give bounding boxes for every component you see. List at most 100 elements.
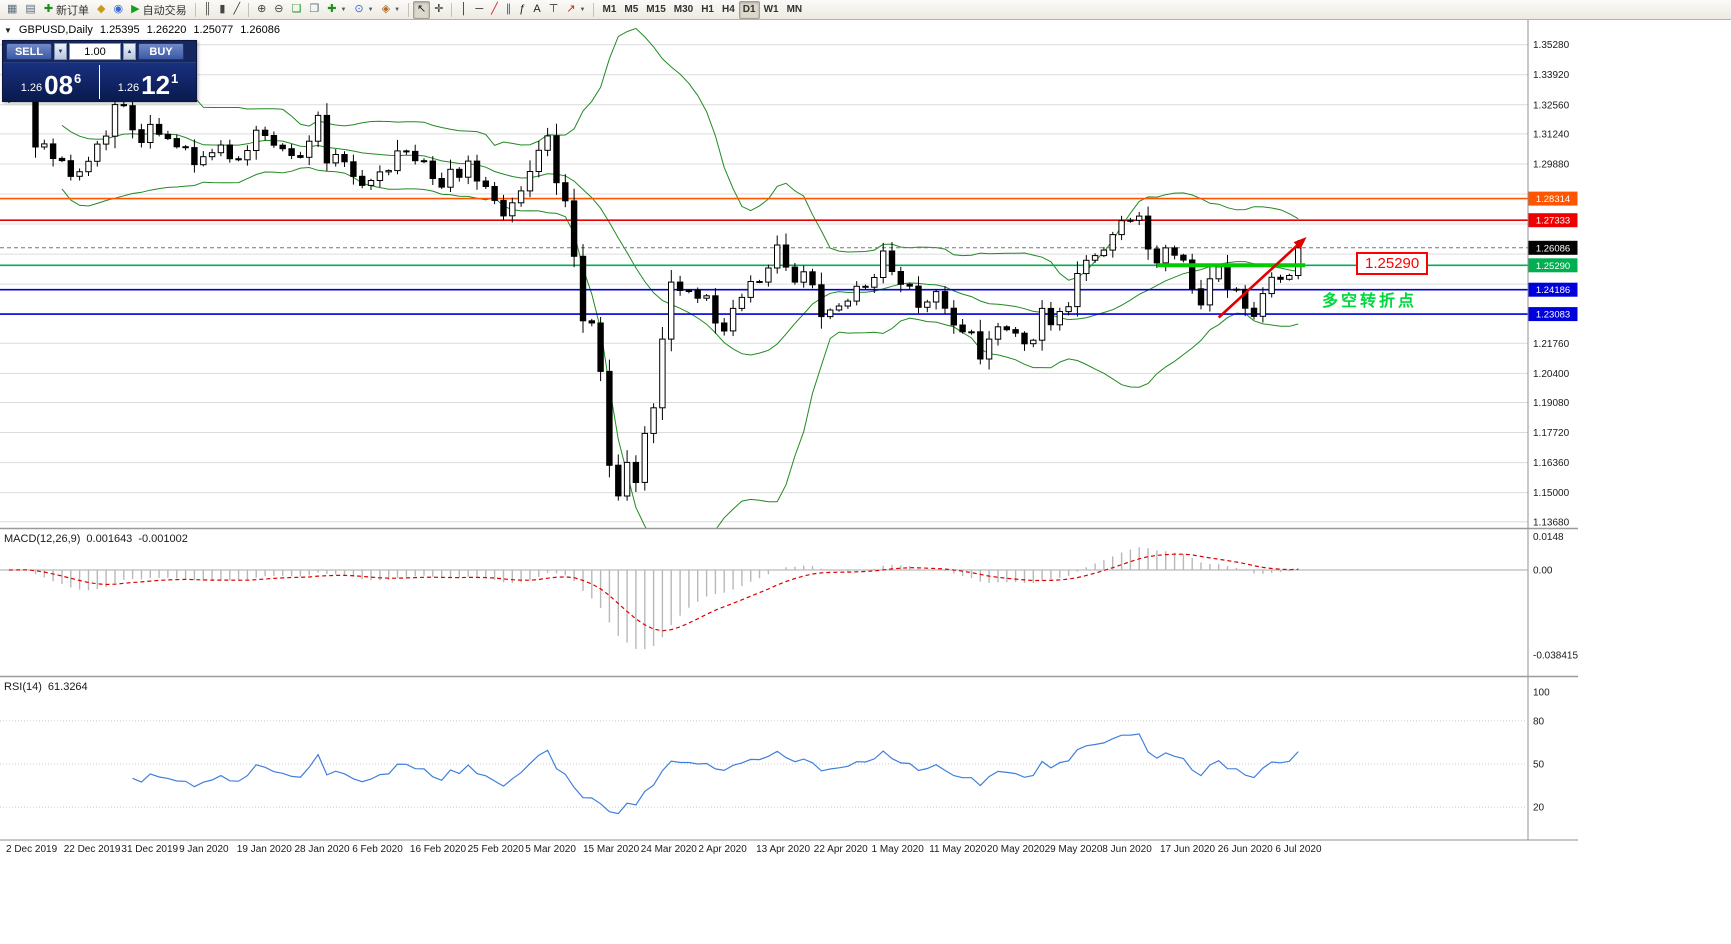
macd-scale-label: 0.00 <box>1533 566 1553 577</box>
new-chart-button[interactable]: ▦ <box>3 1 21 19</box>
bars-view-button[interactable]: ║ <box>200 1 216 19</box>
timeframe-m1[interactable]: M1 <box>598 1 620 19</box>
dropdown-arrow-icon: ▼ <box>367 6 374 13</box>
tile-windows-button[interactable]: ❏ <box>288 1 306 19</box>
price-tag <box>1528 258 1578 273</box>
price-tag <box>1528 307 1578 322</box>
date-label: 17 Jun 2020 <box>1160 844 1215 855</box>
rsi-scale-label: 50 <box>1533 760 1545 771</box>
timeframe-m15-label: M15 <box>646 4 666 15</box>
date-label: 2 Apr 2020 <box>698 844 747 855</box>
time-axis[interactable]: 2 Dec 2019 22 Dec 2019 31 Dec 2019 9 Jan 20… <box>0 839 1578 855</box>
price-tag <box>1528 240 1578 255</box>
buy-button[interactable]: BUY <box>138 43 184 60</box>
zoom-in-button[interactable]: ⊕ <box>253 1 270 19</box>
date-label: 24 Mar 2020 <box>641 844 698 855</box>
date-label: 28 Jan 2020 <box>295 844 350 855</box>
metaeditor-icon: ◆ <box>97 3 106 15</box>
price-tag-label: 1.25290 <box>1536 261 1570 272</box>
new-order-button[interactable]: ✚ 新订单 <box>40 1 93 19</box>
label-icon: ⊤ <box>548 3 559 15</box>
date-label: 11 May 2020 <box>929 844 987 855</box>
date-label: 16 Feb 2020 <box>410 844 467 855</box>
date-label: 22 Apr 2020 <box>814 844 868 855</box>
buy-price-display[interactable]: 1.26 12 1 <box>100 63 196 101</box>
metaeditor-button[interactable]: ◆ <box>93 1 109 19</box>
bars-view-icon: ║ <box>203 3 212 15</box>
toolbar-separator <box>451 2 453 17</box>
ohlc-high: 1.26220 <box>146 24 187 36</box>
timeframe-h4[interactable]: H4 <box>718 1 739 19</box>
price-callout-box[interactable]: 1.25290 <box>1356 252 1429 275</box>
fibonacci-button[interactable]: ƒ <box>515 1 529 19</box>
price-scale[interactable]: 1.35280 1.33920 1.32560 1.31240 1.29880 1.217… <box>1527 19 1731 840</box>
lot-decrease-button[interactable]: ▼ <box>54 43 67 60</box>
sell-button[interactable]: SELL <box>6 43 52 60</box>
timeframe-m5[interactable]: M5 <box>620 1 642 19</box>
price-tag-label: 1.27333 <box>1536 216 1570 227</box>
grid <box>0 44 1528 523</box>
periods-icon: ⊙ <box>354 3 364 15</box>
date-label: 19 Jan 2020 <box>237 844 292 855</box>
cursor-button[interactable]: ↖ <box>413 0 431 19</box>
dropdown-arrow-icon: ▼ <box>394 6 401 13</box>
date-label: 15 Mar 2020 <box>583 844 640 855</box>
candles-view-button[interactable]: ▮ <box>215 1 229 19</box>
price-scale-label: 1.20400 <box>1533 369 1570 380</box>
date-label: 6 Jul 2020 <box>1275 844 1322 855</box>
text-icon: A <box>533 3 541 15</box>
symbol-period-label: GBPUSD,Daily <box>18 24 93 36</box>
templates-icon: ◈ <box>381 3 391 15</box>
channel-button[interactable]: ∥ <box>502 1 516 19</box>
sell-price-display[interactable]: 1.26 08 6 <box>3 63 99 101</box>
market-watch-button[interactable]: ◉ <box>110 1 128 19</box>
auto-trading-button[interactable]: ▶ 自动交易 <box>127 1 190 19</box>
crosshair-button[interactable]: ✛ <box>430 1 447 19</box>
turning-point-text[interactable]: 多空转折点 <box>1322 293 1418 310</box>
rsi-pane[interactable] <box>0 720 1528 815</box>
price-scale-label: 1.16360 <box>1533 458 1570 469</box>
line-view-button[interactable]: ╱ <box>229 1 244 19</box>
rsi-value: 61.3264 <box>47 681 88 693</box>
chart-profiles-button[interactable]: ▤ <box>21 1 39 19</box>
price-scale-label: 1.13680 <box>1533 517 1570 528</box>
macd-scale-label: -0.038415 <box>1533 651 1578 662</box>
date-label: 8 Jun 2020 <box>1102 844 1152 855</box>
horizontal-line-objects[interactable] <box>0 197 1528 315</box>
label-button[interactable]: ⊤ <box>545 1 563 19</box>
macd-pane[interactable] <box>0 547 1528 649</box>
auto-arrange-button[interactable]: ❐ <box>305 1 323 19</box>
timeframe-m15[interactable]: M15 <box>642 1 669 19</box>
vertical-line-icon: │ <box>460 3 468 15</box>
text-button[interactable]: A <box>529 1 544 19</box>
timeframe-h1[interactable]: H1 <box>697 1 718 19</box>
periods-button[interactable]: ⊙ ▼ <box>350 1 377 19</box>
chart-objects[interactable] <box>1156 237 1307 319</box>
lot-size-input[interactable] <box>69 43 121 60</box>
buy-price-pip-digit: 1 <box>171 71 179 86</box>
ohlc-low: 1.25077 <box>193 24 234 36</box>
arrows-button[interactable]: ↗ ▼ <box>562 1 589 19</box>
date-label: 6 Feb 2020 <box>352 844 403 855</box>
one-click-toggle-icon[interactable]: ▼ <box>4 25 12 35</box>
vertical-line-button[interactable]: │ <box>456 1 471 19</box>
price-scale-label: 1.15000 <box>1533 488 1570 499</box>
timeframe-mn[interactable]: MN <box>783 1 807 19</box>
date-label: 20 May 2020 <box>987 844 1045 855</box>
indicators-button[interactable]: ✚ ▼ <box>323 1 350 19</box>
candles-view-icon: ▮ <box>219 3 226 15</box>
price-divider <box>99 65 100 99</box>
zoom-out-button[interactable]: ⊖ <box>270 1 287 19</box>
new-order-icon: ✚ <box>43 3 54 15</box>
trendline-button[interactable]: ╱ <box>487 1 502 19</box>
lot-increase-button[interactable]: ▲ <box>123 43 136 60</box>
rsi-name: RSI(14) <box>4 681 42 693</box>
line-view-icon: ╱ <box>233 3 241 15</box>
timeframe-d1[interactable]: D1 <box>738 0 760 19</box>
timeframe-w1[interactable]: W1 <box>760 1 783 19</box>
timeframe-m30[interactable]: M30 <box>670 1 697 19</box>
rsi-scale-label: 20 <box>1533 803 1545 814</box>
templates-button[interactable]: ◈ ▼ <box>378 1 404 19</box>
horizontal-line-button[interactable]: ─ <box>471 1 487 19</box>
